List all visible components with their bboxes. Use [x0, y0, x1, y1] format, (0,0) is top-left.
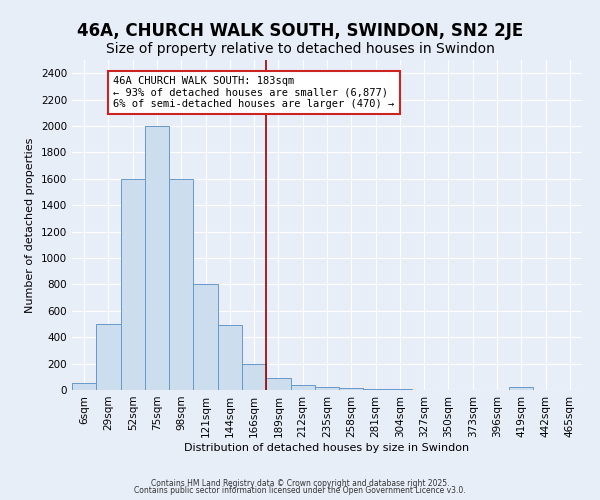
Bar [121, 179, 145, 390]
Bar [509, 386, 533, 390]
Bar [169, 179, 193, 390]
Text: Contains public sector information licensed under the Open Government Licence v3: Contains public sector information licen… [134, 486, 466, 495]
Bar [339, 388, 364, 390]
Bar [242, 364, 266, 390]
Text: Size of property relative to detached houses in Swindon: Size of property relative to detached ho… [106, 42, 494, 56]
Bar [96, 324, 121, 390]
Bar [290, 386, 315, 390]
Bar [266, 378, 290, 390]
Bar [218, 326, 242, 390]
Y-axis label: Number of detached properties: Number of detached properties [25, 138, 35, 312]
Bar [315, 386, 339, 390]
Text: 46A CHURCH WALK SOUTH: 183sqm
← 93% of detached houses are smaller (6,877)
6% of: 46A CHURCH WALK SOUTH: 183sqm ← 93% of d… [113, 76, 395, 109]
Bar [193, 284, 218, 390]
Bar [145, 126, 169, 390]
Bar [72, 384, 96, 390]
Text: 46A, CHURCH WALK SOUTH, SWINDON, SN2 2JE: 46A, CHURCH WALK SOUTH, SWINDON, SN2 2JE [77, 22, 523, 40]
X-axis label: Distribution of detached houses by size in Swindon: Distribution of detached houses by size … [184, 442, 470, 452]
Text: Contains HM Land Registry data © Crown copyright and database right 2025.: Contains HM Land Registry data © Crown c… [151, 478, 449, 488]
Bar [364, 388, 388, 390]
